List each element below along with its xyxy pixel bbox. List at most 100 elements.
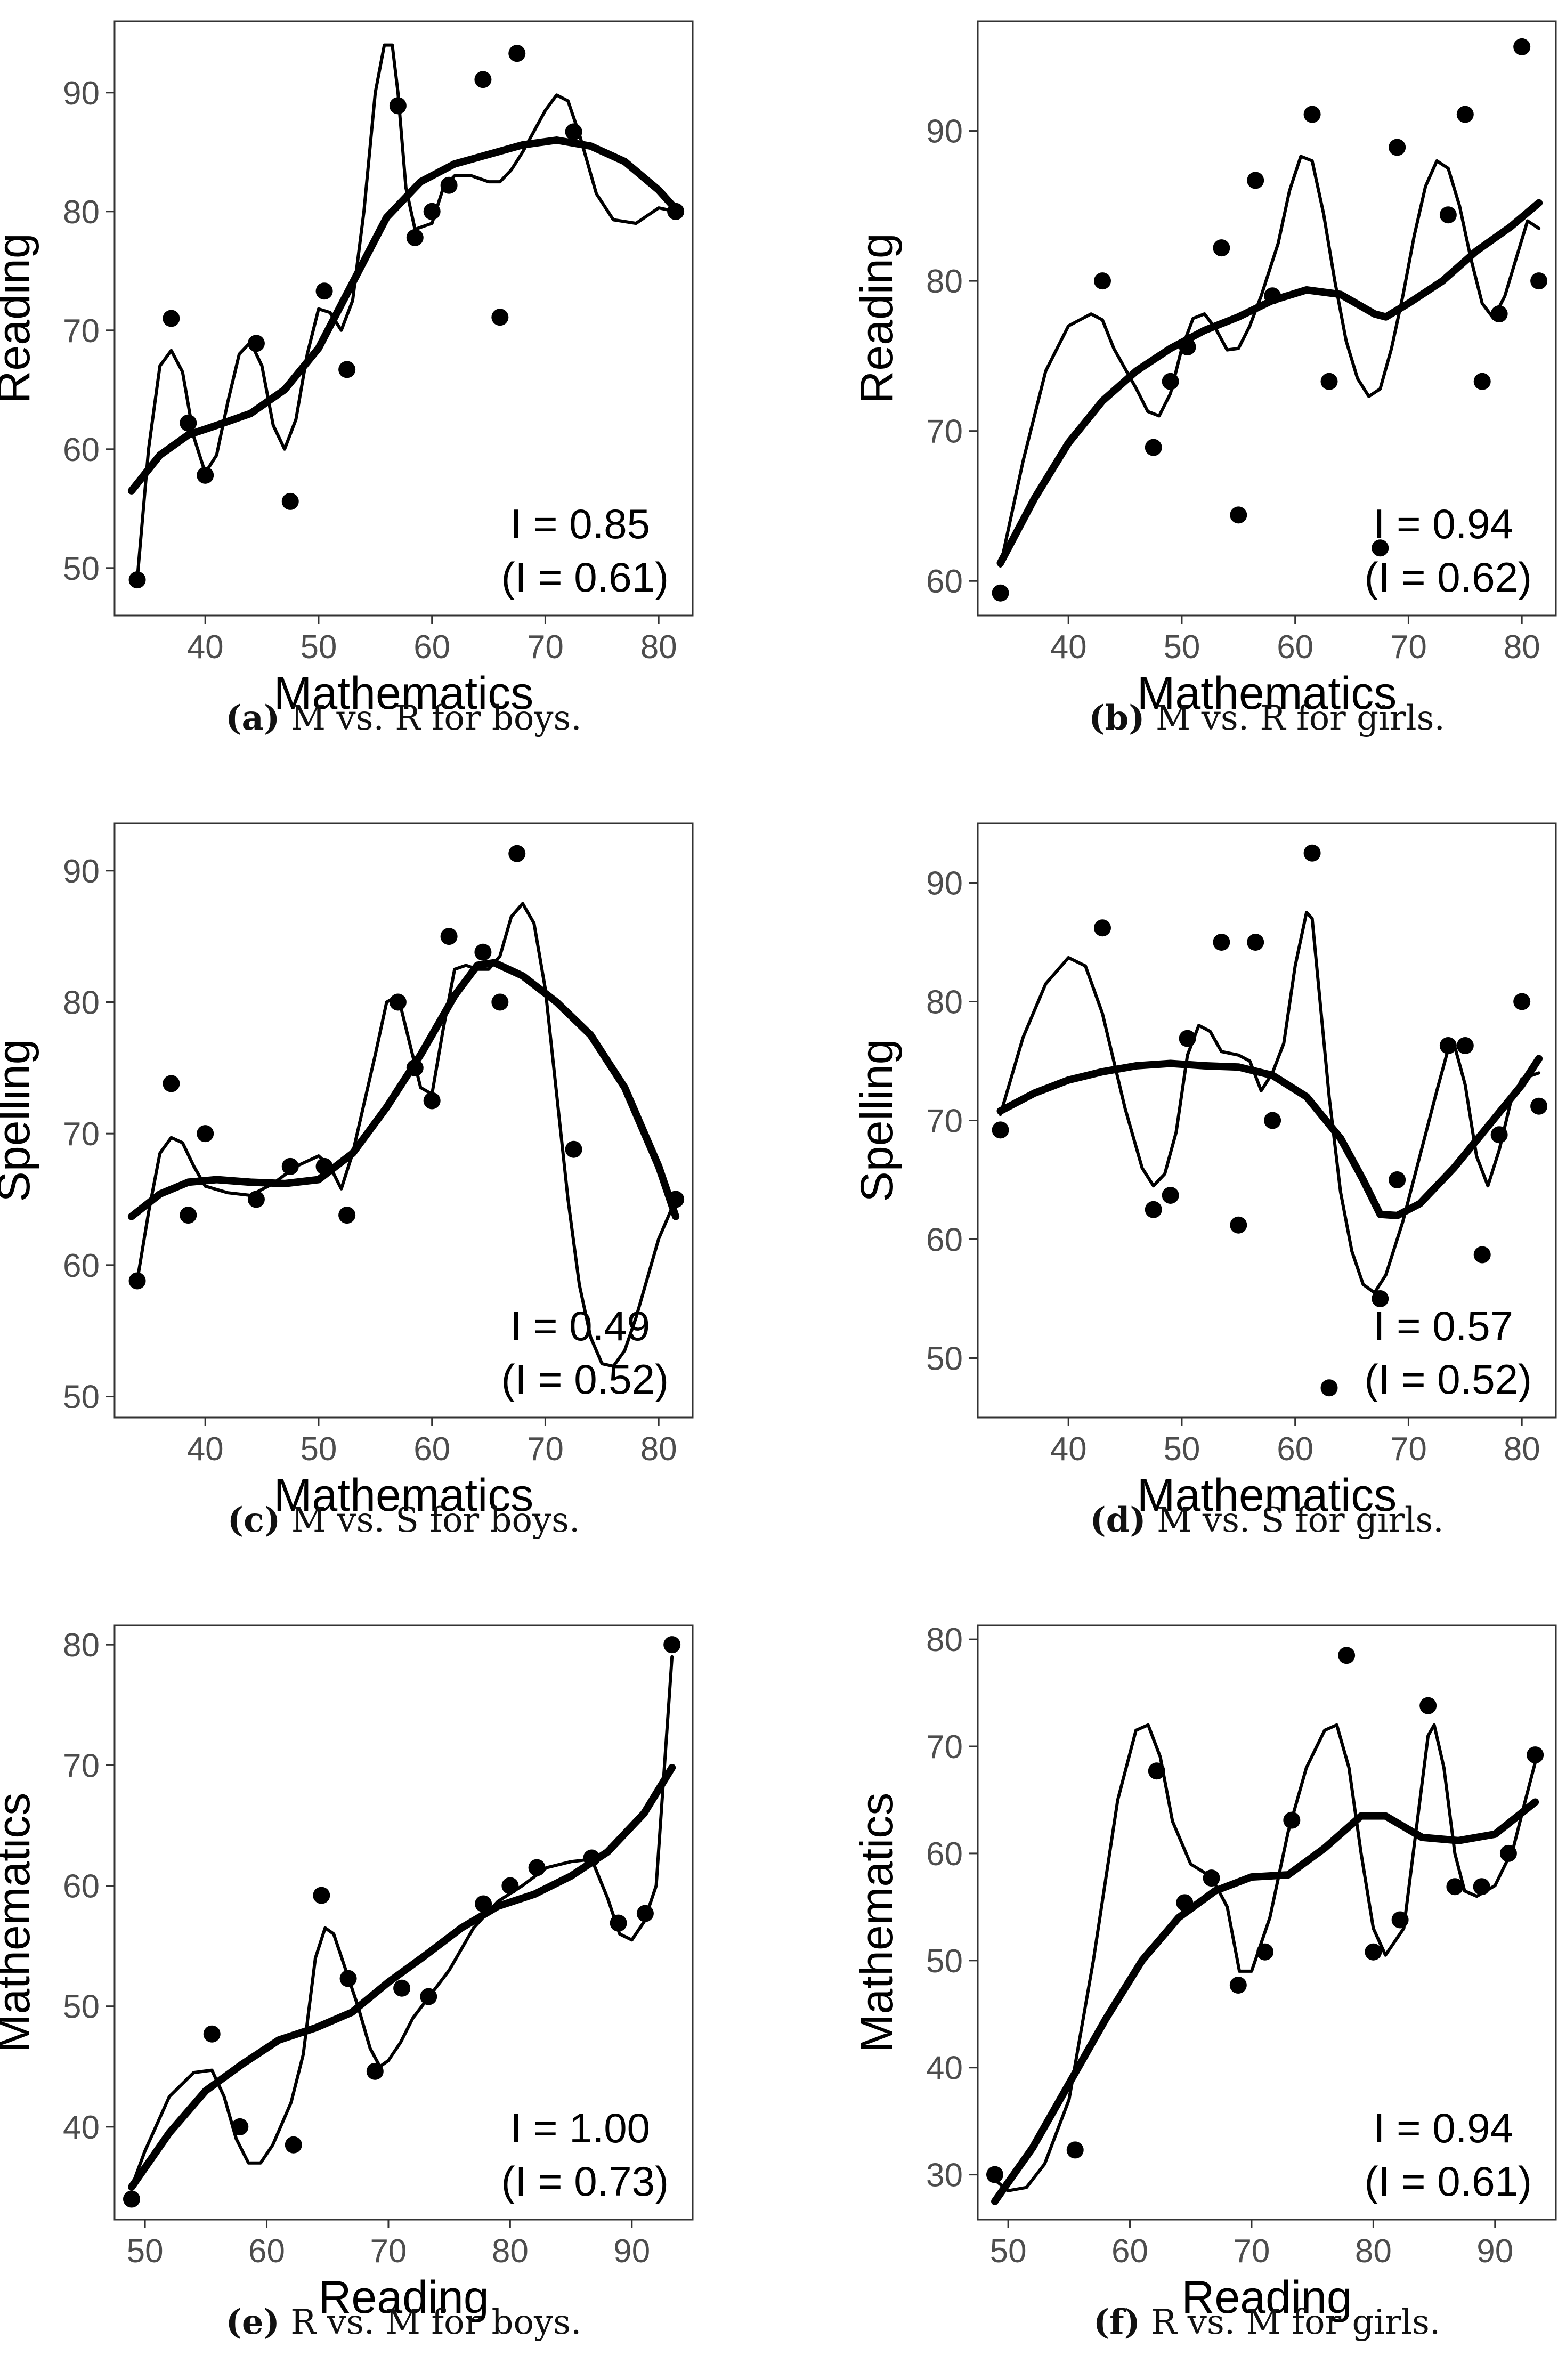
caption-tag: (b) [1089,698,1145,738]
y-axis-title: Spelling [851,1039,903,1202]
y-axis-title: Reading [851,233,903,403]
y-tick-label: 60 [926,1222,963,1259]
data-point [986,2166,1003,2183]
stat-main: I = 0.94 [1374,2104,1513,2151]
x-tick-label: 70 [1233,2233,1270,2270]
x-tick-label: 80 [640,1431,677,1468]
y-tick-label: 70 [63,313,100,350]
y-tick-label: 80 [926,263,963,300]
data-point [1213,239,1230,257]
x-axis-title: Mathematics [274,668,534,719]
smooth-fit-line [127,959,680,1220]
data-point [163,310,180,327]
x-tick-label: 40 [1050,629,1087,666]
data-point [203,2025,221,2043]
data-layer [992,38,1548,602]
y-tick-label: 80 [63,1627,100,1664]
data-point [667,203,685,220]
y-tick-label: 50 [63,1989,100,2026]
data-point [1094,272,1111,290]
data-point [313,1887,330,1904]
data-point [247,1191,265,1208]
data-point [474,71,492,88]
x-tick-label: 60 [413,629,450,666]
data-point [1179,338,1196,355]
x-tick-label: 50 [990,2233,1027,2270]
caption-text: M vs. R for boys. [280,699,582,738]
x-tick-label: 50 [1163,629,1200,666]
data-point [406,229,424,246]
data-point [1389,139,1406,156]
x-tick-label: 40 [187,629,224,666]
data-point [636,1905,654,1922]
data-point [197,466,214,484]
data-point [338,361,356,378]
data-point [180,1207,197,1224]
wiggly-fit-line [999,911,1541,1294]
data-point [1389,1171,1406,1188]
plot-frame [113,20,694,617]
data-point [1176,1894,1194,1912]
data-point [663,1636,681,1654]
data-point [247,335,265,352]
panel-d: 40 50 60 70 80 50 60 70 80 90 Mathematics Spelling I… [851,822,1557,1521]
data-point [339,1970,357,1987]
data-point [180,414,197,432]
y-axis-title: Spelling [0,1039,39,1202]
data-layer [127,43,685,589]
data-point [1148,1762,1165,1780]
caption-text: R vs. M for boys. [279,2303,582,2342]
y-axis-title: Reading [0,233,39,403]
data-point [1264,1112,1281,1129]
plot-frame [113,1624,694,2221]
wiggly-fit-line [993,1723,1537,2192]
x-tick-label: 40 [187,1431,224,1468]
stat-main: I = 1.00 [510,2104,650,2151]
y-tick-label: 70 [926,1729,963,1766]
data-point [501,1877,519,1895]
x-axis-title: Reading [318,2272,489,2323]
smooth-fit-line [127,136,680,495]
panel-c: 40 50 60 70 80 50 60 70 80 90 Mathematics Spelling I… [0,822,694,1521]
data-point [610,1914,627,1932]
data-point [992,1121,1009,1139]
panel-e: 50 60 70 80 904050607080ReadingMathematicsI … [0,1624,694,2323]
data-point [440,176,458,194]
caption-text: M vs. R for girls. [1145,699,1445,738]
stat-sub: (I = 0.52) [1365,1356,1532,1403]
x-axis-title: Mathematics [274,1470,534,1521]
y-tick-label: 60 [63,1868,100,1905]
panel-a: 40 50 60 70 80 50 60 70 80 90 Mathematics Reading I … [0,20,694,719]
data-point [1372,539,1389,557]
y-tick-label: 80 [63,984,100,1021]
x-axis-title: Mathematics [1137,1470,1397,1521]
data-point [1513,38,1531,55]
x-tick-label: 50 [300,1431,337,1468]
x-tick-label: 40 [1050,1431,1087,1468]
data-point [1256,1943,1274,1961]
caption-text: R vs. M for girls. [1140,2303,1441,2342]
data-point [420,1988,437,2005]
y-tick-label: 50 [63,1379,100,1416]
data-point [474,943,492,961]
data-point [1283,1811,1301,1829]
data-point [1456,1037,1474,1055]
panel-b: 40 50 60 70 80 60 70 80 90 Mathematics Reading I = … [851,20,1557,719]
data-point [1179,1030,1196,1047]
x-tick-label: 50 [127,2233,164,2270]
y-tick-label: 90 [926,114,963,150]
panel-f: 50 60 70 80 90304050607080ReadingMathematics… [851,1622,1557,2323]
data-point [1162,373,1179,390]
caption-f: (f) R vs. M for girls. [921,2302,1566,2342]
data-point [1365,1943,1382,1961]
data-point [1391,1911,1409,1929]
data-point [1145,439,1162,456]
data-point [315,1157,333,1175]
x-tick-label: 80 [1355,2233,1392,2270]
data-point [1473,1878,1490,1896]
stat-sub: (I = 0.73) [501,2158,669,2205]
x-tick-label: 70 [1390,1431,1427,1468]
x-tick-label: 80 [1504,1431,1540,1468]
data-point [475,1895,492,1913]
stat-sub: (I = 0.61) [1365,2158,1532,2205]
